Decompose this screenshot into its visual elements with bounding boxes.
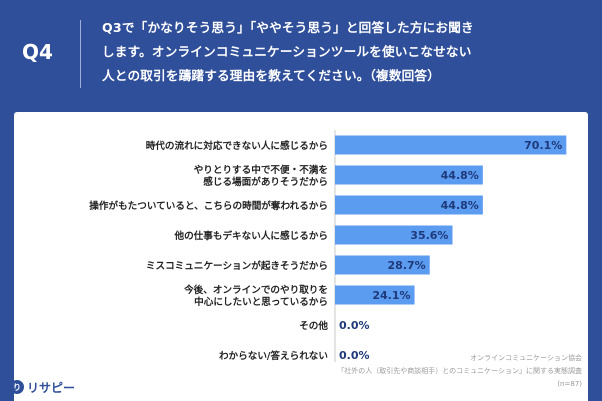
category-label: その他: [299, 320, 328, 332]
category-label: 時代の流れに対応できない人に感じるから: [146, 140, 328, 152]
header-divider: [80, 20, 81, 88]
logo-text: リサピー: [27, 380, 76, 395]
logo: り リサピー: [10, 378, 75, 396]
category-label: わからない/答えられない: [219, 350, 328, 362]
bar: [335, 285, 415, 305]
category-label: 中心にしたいと思っているから: [194, 296, 328, 308]
data-label: 35.6%: [410, 229, 448, 242]
category-label: 今後、オンラインでのやり取りを: [183, 284, 328, 296]
bar: [335, 135, 567, 155]
data-label: 28.7%: [388, 259, 426, 272]
question-text: Q3で「かなりそう思う」「ややそう思う」と回答した方にお聞き します。オンライン…: [102, 16, 582, 88]
question-line: します。オンラインコミュニケーションツールを使いこなせない: [102, 44, 472, 59]
data-label: 24.1%: [372, 289, 410, 302]
data-label: 44.8%: [441, 169, 479, 182]
bar: [335, 195, 483, 215]
source-org: オンラインコミュニケーション協会: [470, 354, 582, 362]
category-label: ミスコミュニケーションが起きそうだから: [146, 260, 328, 272]
source-survey: 「社外の人（取引先や商談相手）とのコミュニケーション」に関する実態調査: [337, 367, 582, 375]
source-sample-size: (n=87): [557, 380, 582, 388]
data-label: 70.1%: [524, 139, 562, 152]
question-line: Q3で「かなりそう思う」「ややそう思う」と回答した方にお聞き: [102, 20, 474, 35]
category-label: 感じる場面がありそうだから: [203, 176, 328, 188]
category-label: 他の仕事もデキない人に感じるから: [174, 230, 329, 242]
header: Q4 Q3で「かなりそう思う」「ややそう思う」と回答した方にお聞き します。オン…: [0, 0, 602, 112]
data-label: 0.0%: [339, 349, 370, 362]
chart-panel: [14, 112, 588, 401]
bar: [335, 255, 430, 275]
bar: [335, 225, 453, 245]
category-label: 操作がもたついていると、こちらの時間が奪われるから: [89, 200, 328, 212]
question-number: Q4: [22, 40, 53, 64]
bar: [335, 165, 483, 185]
data-label: 0.0%: [339, 319, 370, 332]
question-line: 人との取引を躊躇する理由を教えてください。（複数回答）: [102, 68, 440, 83]
logo-mark-icon: り: [10, 380, 24, 394]
data-label: 44.8%: [441, 199, 479, 212]
category-label: やりとりする中で不便・不満を: [194, 164, 328, 176]
